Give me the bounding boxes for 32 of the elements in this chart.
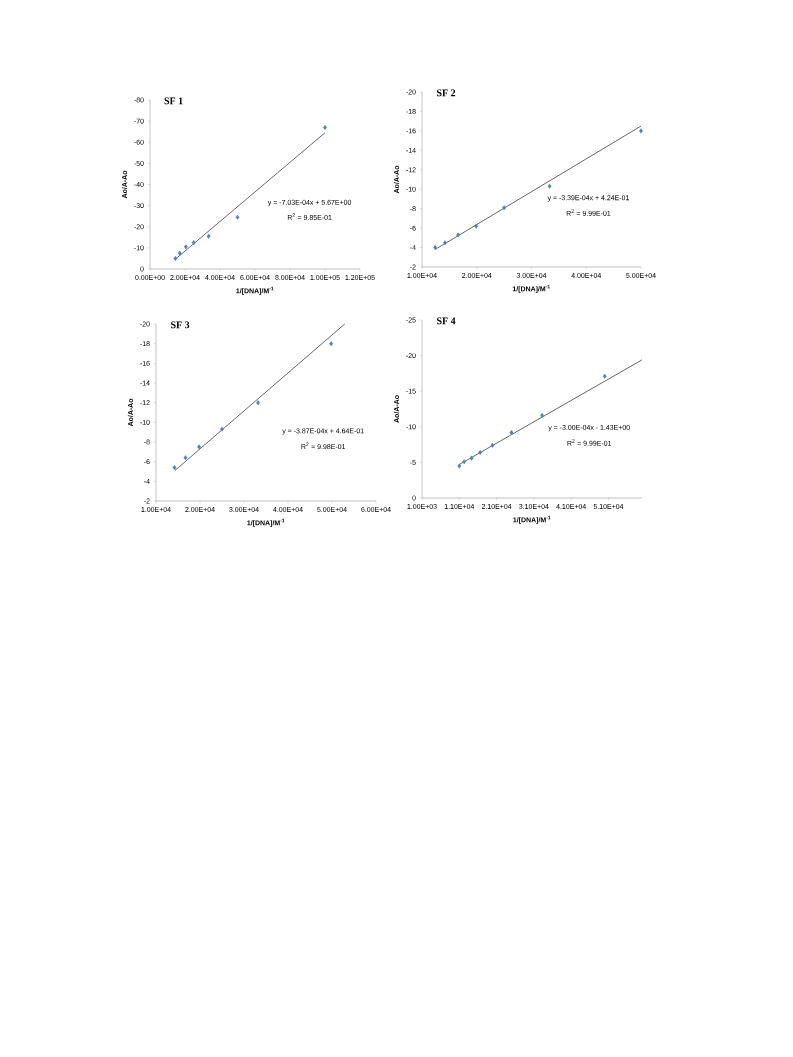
point — [462, 459, 467, 465]
point — [509, 429, 514, 435]
point — [323, 124, 327, 130]
point — [329, 341, 334, 347]
chart-title: SF 2 — [437, 89, 456, 97]
point — [474, 223, 479, 229]
point — [191, 240, 196, 246]
chart-title: SF 4 — [437, 317, 456, 325]
chart-title: SF 3 — [171, 321, 190, 329]
point — [478, 449, 483, 455]
point — [456, 232, 461, 238]
point — [490, 442, 495, 448]
point — [602, 373, 607, 379]
point — [173, 255, 178, 261]
point — [172, 465, 177, 471]
point — [540, 412, 544, 418]
point — [443, 240, 447, 246]
point — [502, 205, 507, 211]
point — [256, 400, 260, 406]
point — [177, 250, 182, 256]
point — [547, 183, 552, 189]
point — [197, 444, 202, 450]
point — [220, 426, 224, 432]
point — [183, 244, 188, 250]
point — [183, 455, 188, 461]
point — [433, 245, 438, 251]
chart-title: SF 1 — [164, 97, 183, 105]
point — [235, 214, 240, 220]
point — [469, 455, 474, 461]
point — [457, 463, 462, 469]
point — [639, 128, 643, 134]
point — [206, 233, 211, 239]
